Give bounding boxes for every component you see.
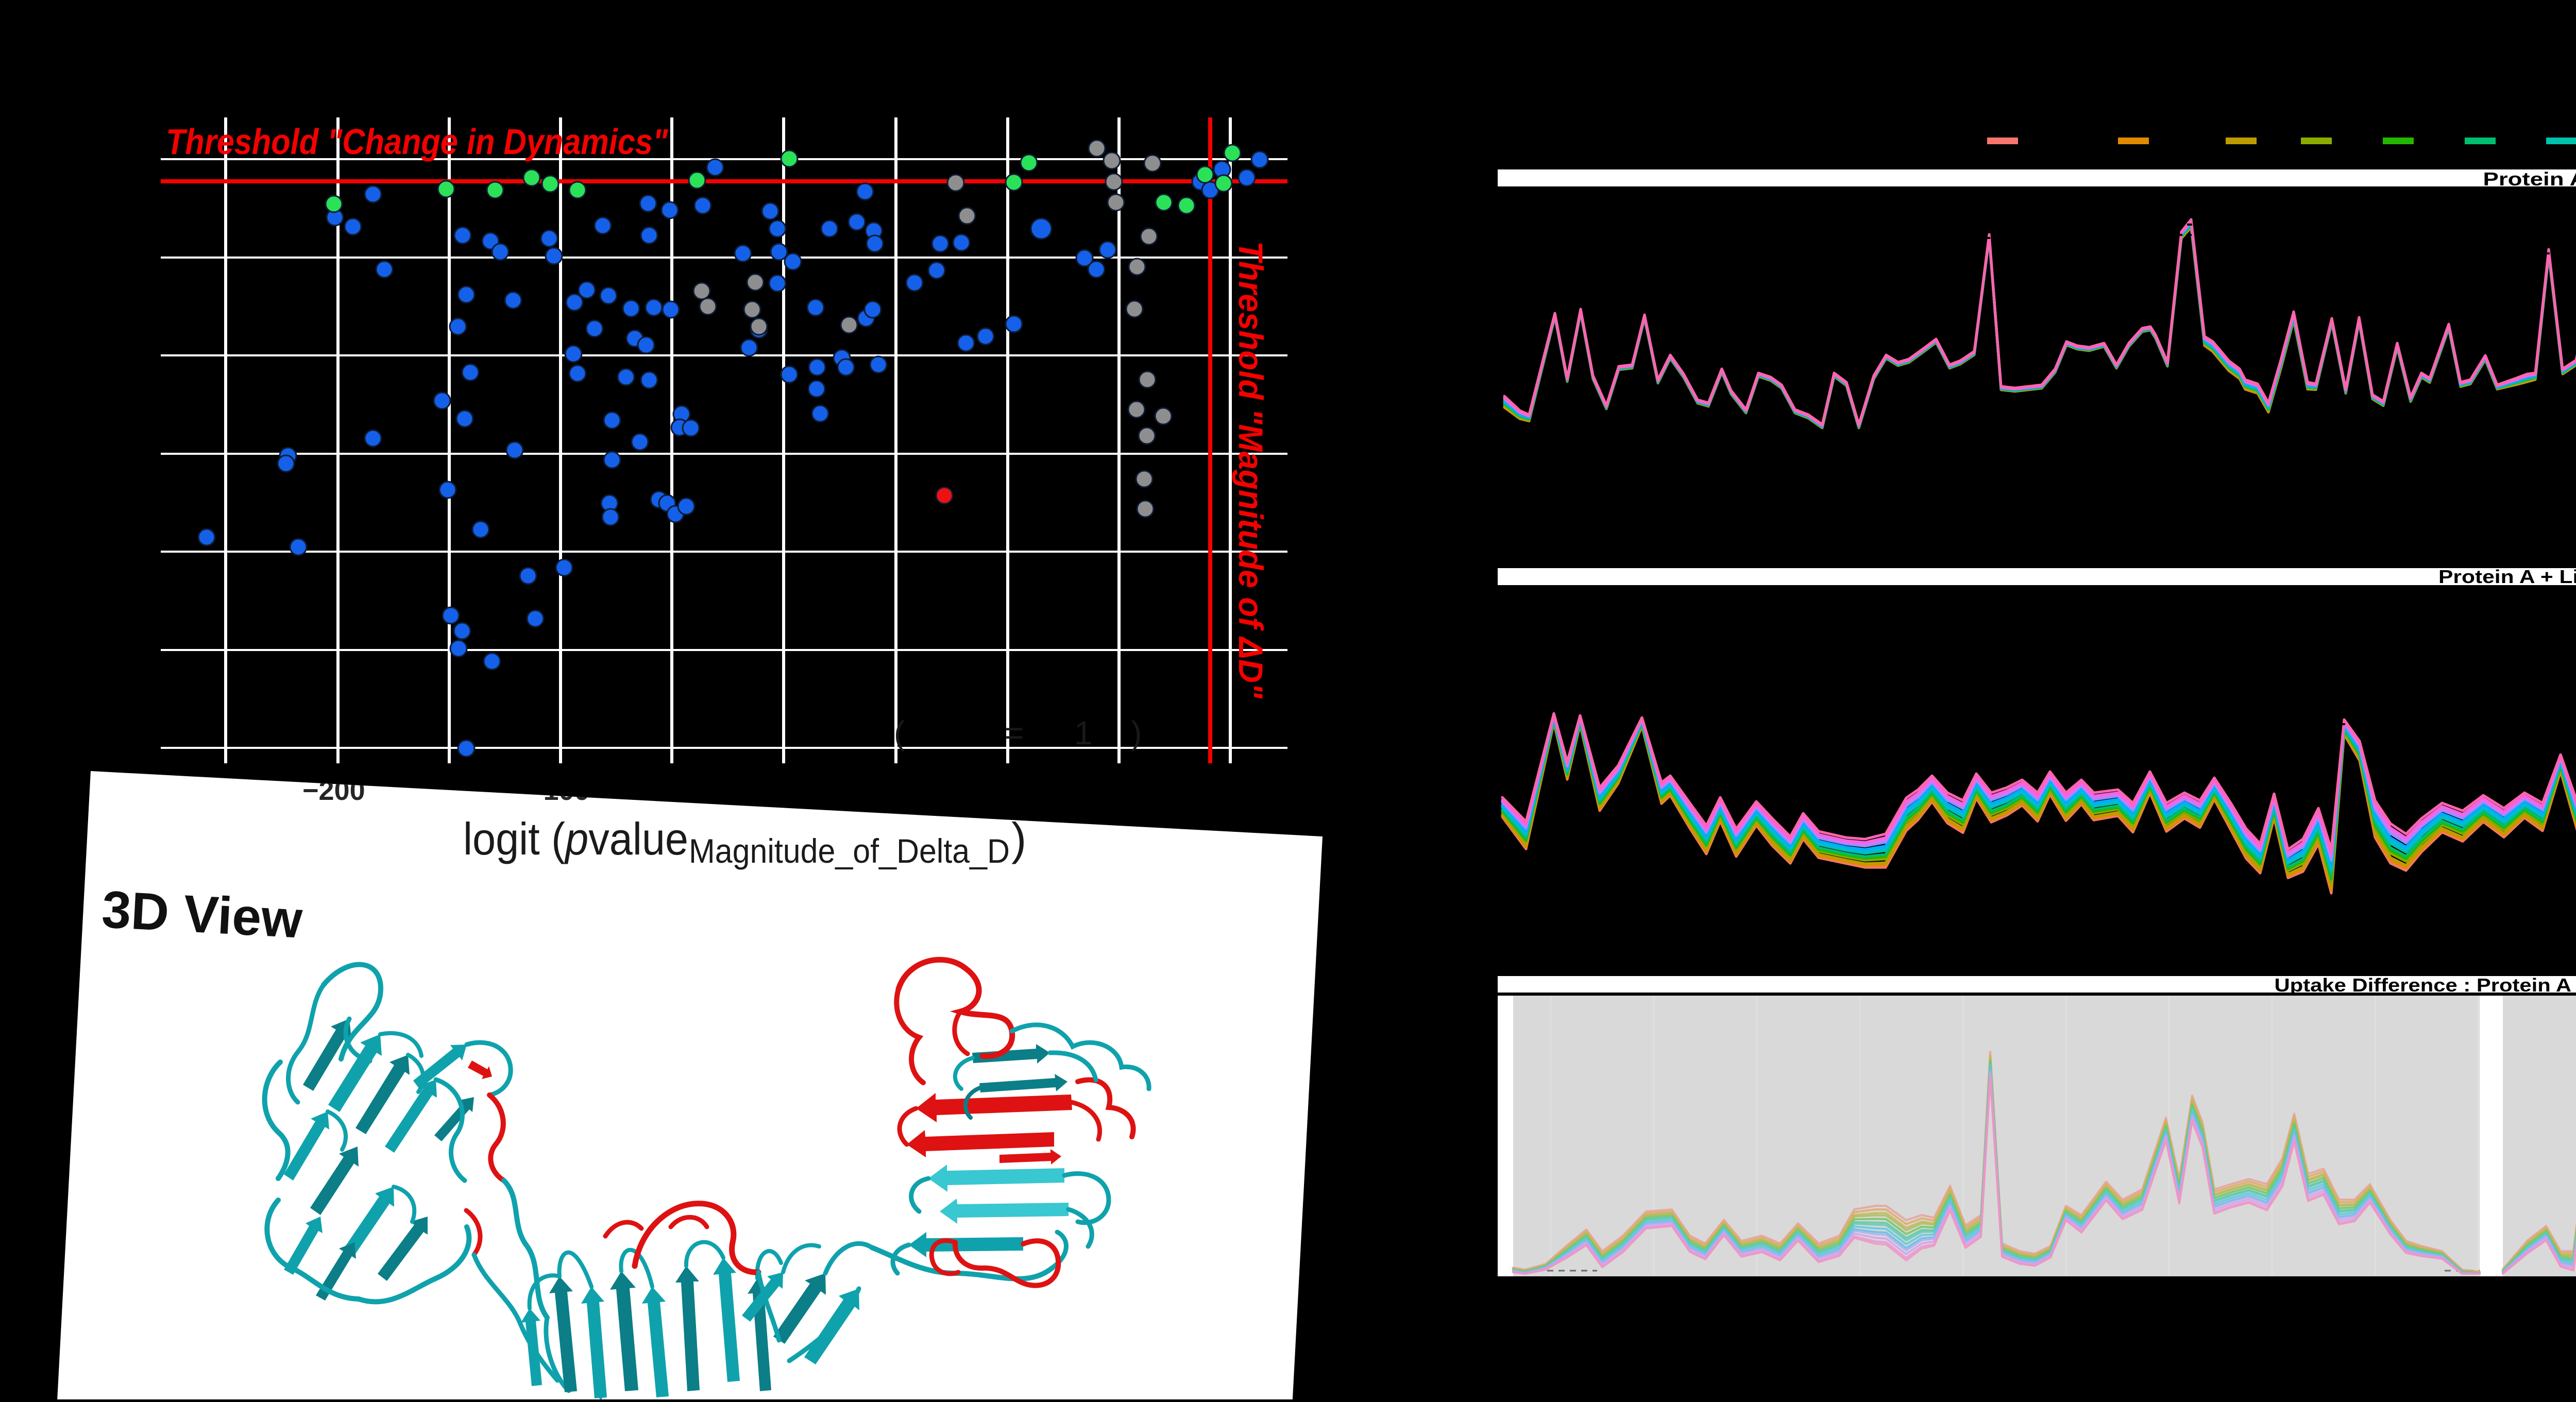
svg-text:1: 1 xyxy=(1074,714,1093,751)
svg-text:3D View: 3D View xyxy=(100,880,304,949)
svg-text:Protein A + Ligand: Protein A + Ligand xyxy=(2438,566,2576,587)
svg-text:=: = xyxy=(1005,714,1024,751)
svg-text:Magnitude_of_Delta_D: Magnitude_of_Delta_D xyxy=(689,832,1010,870)
svg-text:Threshold "Change in Dynamics": Threshold "Change in Dynamics" xyxy=(166,122,668,162)
svg-text:): ) xyxy=(1131,714,1142,751)
svg-text:Threshold "Magnitude of ΔD": Threshold "Magnitude of ΔD" xyxy=(1232,241,1270,699)
svg-text:(: ( xyxy=(894,714,905,751)
svg-text:logit (pvalue: logit (pvalue xyxy=(463,813,688,864)
svg-text:Protein A: Protein A xyxy=(2483,168,2576,190)
svg-text:Uptake Difference : Protein A: Uptake Difference : Protein A - (Protein… xyxy=(2275,974,2576,996)
svg-text:): ) xyxy=(1011,813,1026,864)
